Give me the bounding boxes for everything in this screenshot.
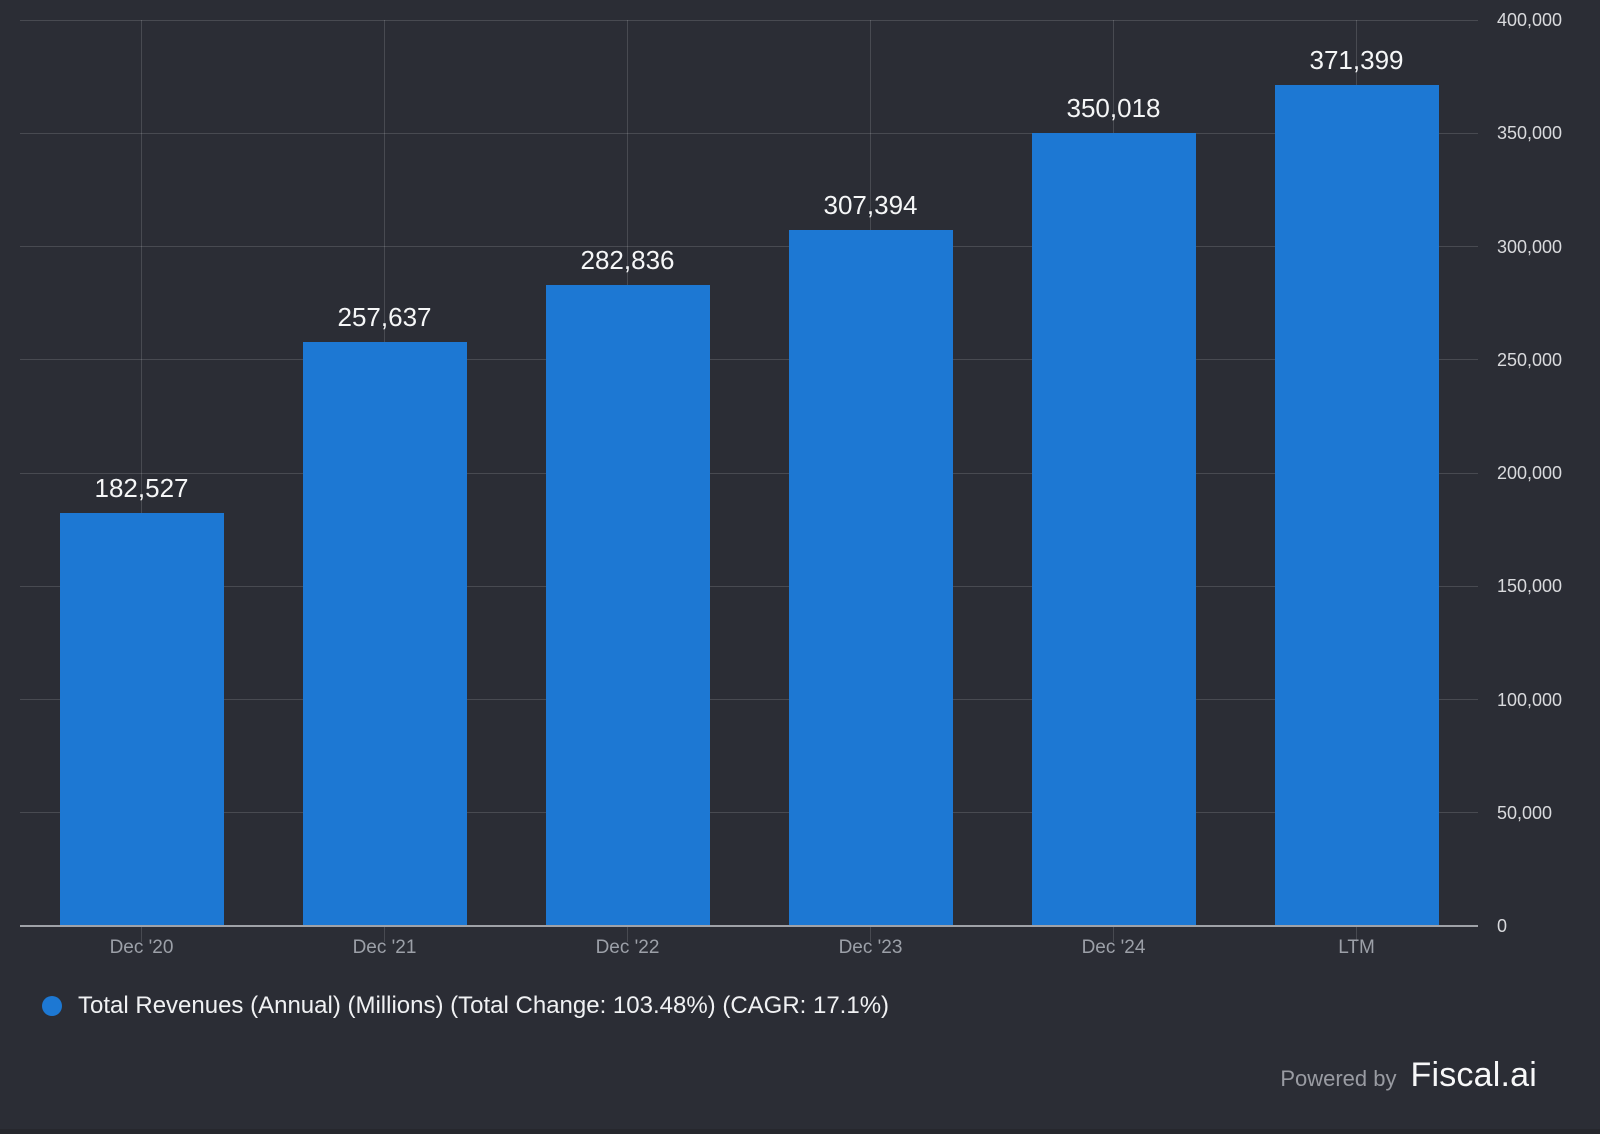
x-axis-line	[20, 925, 1478, 927]
bar-value-label: 371,399	[1309, 44, 1404, 75]
y-gridline	[20, 699, 1478, 700]
y-axis-tick-label: 100,000	[1497, 689, 1563, 710]
x-axis-category-label: Dec '23	[838, 937, 903, 958]
x-axis-category-label: Dec '20	[109, 937, 174, 958]
bar-dec-23[interactable]	[788, 229, 953, 926]
y-gridline	[20, 472, 1478, 474]
x-axis-category-label: Dec '24	[1081, 937, 1146, 958]
y-axis-tick-label: 350,000	[1497, 123, 1563, 144]
x-axis-category-label: Dec '22	[595, 937, 660, 958]
bar-value-label: 182,527	[94, 472, 189, 503]
footer: Powered by Fiscal.ai	[1280, 1056, 1537, 1095]
bar-dec-24[interactable]	[1031, 133, 1196, 926]
bar-value-label: 282,836	[580, 245, 675, 276]
y-axis-tick-label: 50,000	[1497, 802, 1553, 823]
x-axis-tick	[384, 926, 385, 942]
x-axis-category-label: LTM	[1338, 937, 1375, 958]
bar-dec-20[interactable]	[59, 512, 224, 926]
y-axis-tick-label: 250,000	[1497, 349, 1563, 370]
fiscal-ai-logo[interactable]: Fiscal.ai	[1410, 1056, 1537, 1094]
legend-marker-icon[interactable]	[42, 996, 62, 1016]
x-axis-tick	[141, 926, 142, 942]
bar-value-label: 350,018	[1066, 93, 1161, 124]
y-axis-tick-label: 200,000	[1497, 463, 1563, 483]
x-axis-tick	[627, 926, 628, 942]
y-gridline	[20, 812, 1478, 814]
y-axis-tick-label: 400,000	[1497, 10, 1563, 30]
bar-dec-21[interactable]	[302, 342, 467, 926]
y-gridline	[20, 585, 1478, 587]
bar-ltm[interactable]	[1274, 84, 1439, 926]
bar-dec-22[interactable]	[545, 285, 710, 926]
x-axis-tick	[870, 926, 871, 942]
y-gridline	[20, 359, 1478, 361]
x-gridline	[141, 20, 142, 926]
y-gridline	[20, 246, 1478, 247]
bar-value-label: 257,637	[337, 302, 432, 333]
legend-label[interactable]: Total Revenues (Annual) (Millions) (Tota…	[78, 992, 890, 1019]
y-gridline	[20, 19, 1478, 21]
bar-value-label: 307,394	[823, 189, 918, 220]
x-axis-tick	[1113, 926, 1114, 942]
y-axis-tick-label: 300,000	[1497, 236, 1563, 257]
y-gridline	[20, 132, 1478, 134]
bottom-edge	[0, 1129, 1600, 1134]
y-axis-tick-label: 0	[1497, 916, 1508, 936]
powered-by-text: Powered by	[1280, 1066, 1397, 1091]
x-axis-category-label: Dec '21	[352, 937, 417, 958]
y-axis-tick-label: 150,000	[1497, 576, 1563, 597]
x-axis-tick	[1356, 926, 1357, 942]
legend: Total Revenues (Annual) (Millions) (Tota…	[42, 992, 889, 1020]
